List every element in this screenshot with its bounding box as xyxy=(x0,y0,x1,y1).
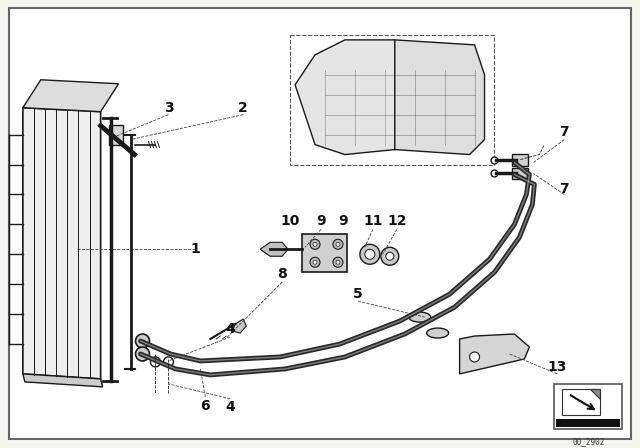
Text: 13: 13 xyxy=(548,360,567,374)
Polygon shape xyxy=(460,334,529,374)
Bar xyxy=(513,154,529,165)
Polygon shape xyxy=(23,108,100,379)
Polygon shape xyxy=(395,40,484,155)
Text: 7: 7 xyxy=(559,182,569,197)
Circle shape xyxy=(310,257,320,267)
Text: 7: 7 xyxy=(559,125,569,138)
Circle shape xyxy=(313,242,317,246)
Bar xyxy=(554,384,622,429)
Polygon shape xyxy=(232,319,246,333)
Text: 2: 2 xyxy=(238,101,248,115)
Text: 1: 1 xyxy=(191,242,200,256)
Circle shape xyxy=(136,334,150,348)
Text: 5: 5 xyxy=(353,287,363,301)
Text: 00_2902: 00_2902 xyxy=(572,437,604,446)
Bar xyxy=(563,389,600,415)
Circle shape xyxy=(381,247,399,265)
Polygon shape xyxy=(590,389,600,399)
Circle shape xyxy=(333,257,343,267)
Bar xyxy=(302,234,347,272)
Circle shape xyxy=(360,244,380,264)
Bar xyxy=(556,419,620,427)
Text: 6: 6 xyxy=(200,399,210,413)
Text: 9: 9 xyxy=(316,214,326,228)
Text: 12: 12 xyxy=(387,214,406,228)
Circle shape xyxy=(163,357,173,367)
Circle shape xyxy=(386,252,394,260)
Text: 8: 8 xyxy=(277,267,287,281)
Circle shape xyxy=(310,239,320,249)
Text: 9: 9 xyxy=(338,214,348,228)
Circle shape xyxy=(365,249,375,259)
Circle shape xyxy=(150,357,161,367)
Text: 11: 11 xyxy=(363,214,383,228)
Circle shape xyxy=(470,352,479,362)
Circle shape xyxy=(333,239,343,249)
Bar xyxy=(513,168,529,180)
Circle shape xyxy=(313,260,317,264)
Polygon shape xyxy=(295,40,395,155)
Circle shape xyxy=(336,260,340,264)
Circle shape xyxy=(136,347,150,361)
Ellipse shape xyxy=(409,312,431,322)
Bar xyxy=(290,35,495,164)
Polygon shape xyxy=(23,80,118,112)
Ellipse shape xyxy=(427,328,449,338)
Bar xyxy=(109,125,123,145)
Circle shape xyxy=(336,242,340,246)
Polygon shape xyxy=(260,242,288,256)
Text: 3: 3 xyxy=(164,101,173,115)
Polygon shape xyxy=(23,374,102,387)
Text: 4: 4 xyxy=(225,400,235,414)
Text: 4: 4 xyxy=(225,322,235,336)
Text: 10: 10 xyxy=(280,214,300,228)
